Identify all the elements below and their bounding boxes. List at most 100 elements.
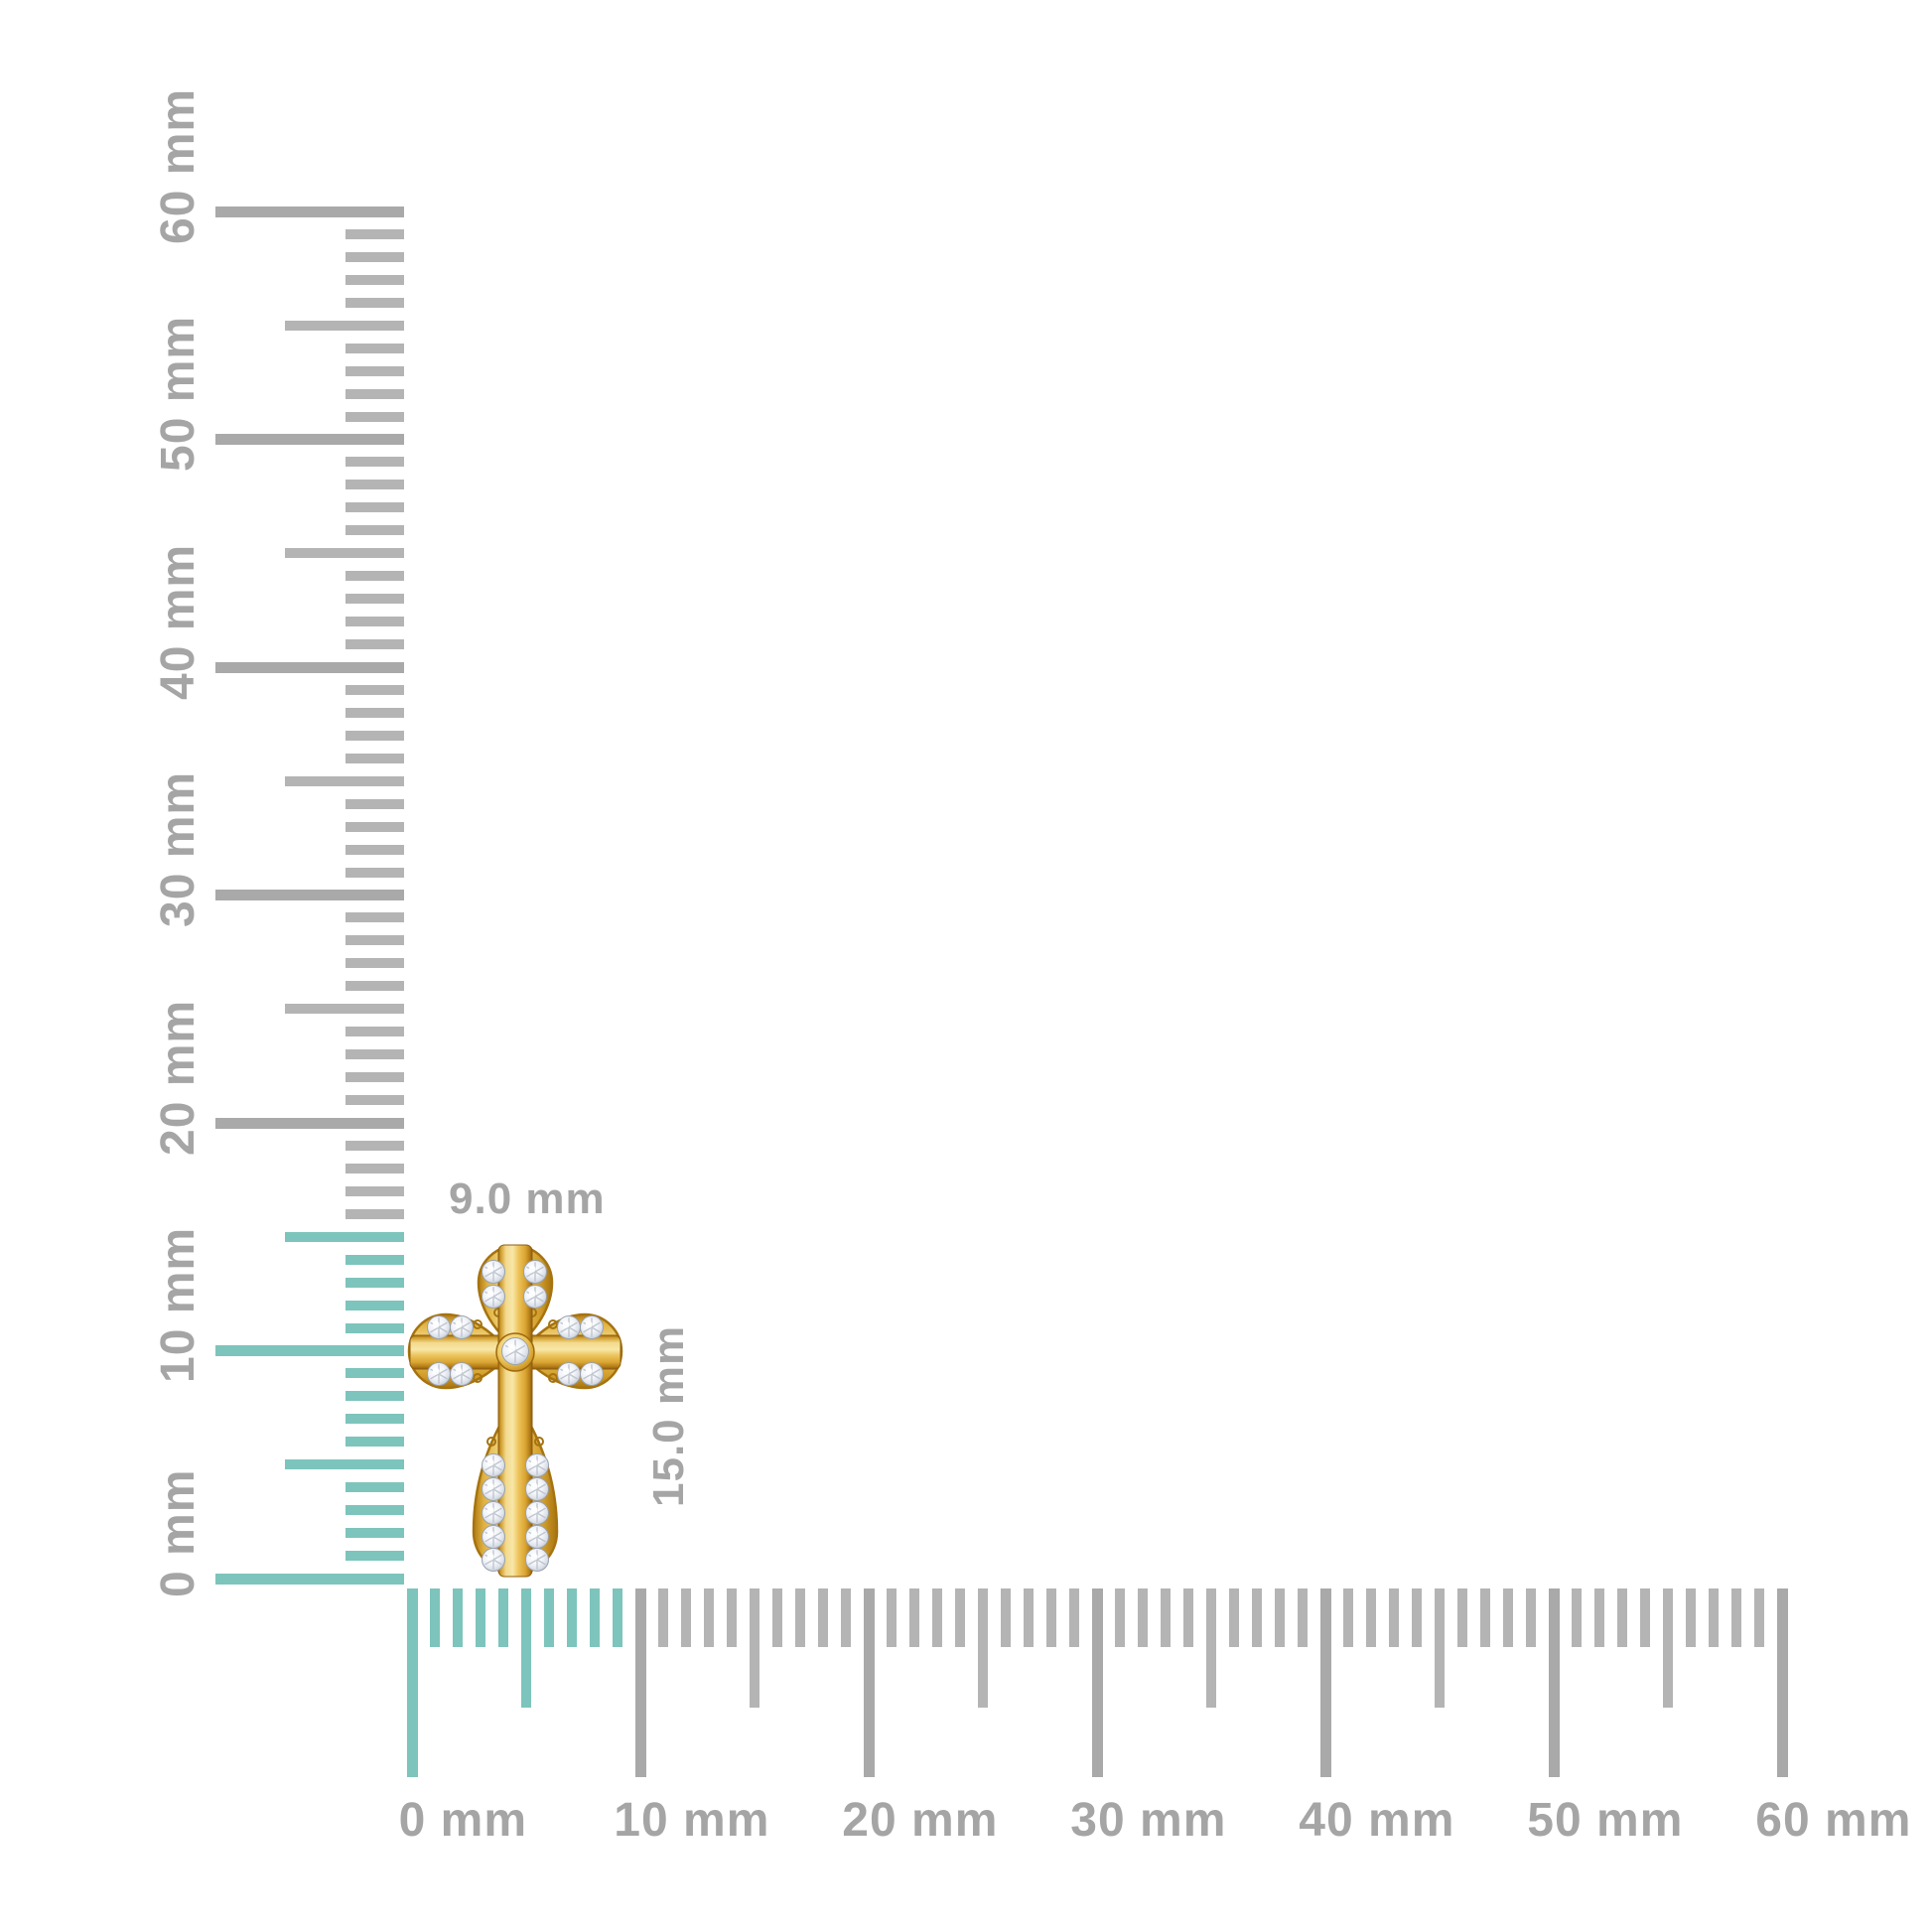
ruler-tick — [345, 639, 404, 650]
diamond — [580, 1362, 604, 1386]
ruler-tick — [1548, 1588, 1560, 1777]
diamond — [525, 1453, 549, 1477]
ruler-tick — [613, 1588, 622, 1647]
ruler-tick — [1229, 1588, 1239, 1647]
ruler-tick — [430, 1588, 440, 1647]
ruler-tick — [1526, 1588, 1536, 1647]
ruler-tick — [1663, 1588, 1673, 1708]
ruler-tick — [345, 958, 404, 969]
ruler-tick — [521, 1588, 531, 1708]
ruler-tick — [1709, 1588, 1719, 1647]
ruler-tick — [1457, 1588, 1467, 1647]
ruler-tick — [1046, 1588, 1056, 1647]
ruler-tick — [285, 775, 404, 786]
ruler-tick — [345, 1277, 404, 1288]
ruler-tick — [681, 1588, 691, 1647]
ruler-tick — [345, 525, 404, 536]
ruler-tick — [345, 912, 404, 923]
ruler-tick — [345, 480, 404, 490]
ruler-tick — [1115, 1588, 1125, 1647]
diamond — [557, 1315, 581, 1339]
ruler-tick — [795, 1588, 805, 1647]
ruler-tick — [1776, 1588, 1788, 1777]
ruler-tick — [1275, 1588, 1285, 1647]
ruler-tick — [932, 1588, 942, 1647]
ruler-tick — [345, 1072, 404, 1083]
diamond — [525, 1477, 549, 1501]
ruler-tick — [841, 1588, 851, 1647]
ruler-tick — [345, 1368, 404, 1379]
diamond — [482, 1501, 505, 1525]
diamond — [482, 1477, 505, 1501]
ruler-tick — [345, 1391, 404, 1402]
ruler-tick — [345, 1254, 404, 1265]
ruler-tick — [345, 1505, 404, 1516]
ruler-tick — [345, 1300, 404, 1311]
ruler-tick — [345, 411, 404, 422]
ruler-tick — [345, 844, 404, 855]
ruler-tick — [345, 274, 404, 285]
ruler-tick — [345, 1027, 404, 1037]
ruler-tick — [345, 1414, 404, 1425]
h-ruler-label-0mm: 0 mm — [398, 1794, 528, 1847]
ruler-tick — [345, 867, 404, 878]
ruler-tick — [345, 1163, 404, 1173]
ruler-tick — [1366, 1588, 1376, 1647]
ruler-tick — [215, 434, 404, 445]
ruler-tick — [215, 661, 404, 673]
ruler-tick — [345, 753, 404, 763]
ruler-tick — [1001, 1588, 1011, 1647]
diamond-layer — [427, 1260, 604, 1572]
ruler-tick — [345, 594, 404, 605]
ruler-tick — [567, 1588, 577, 1647]
ruler-tick — [215, 1573, 404, 1585]
ruler-tick — [345, 617, 404, 627]
diamond — [482, 1525, 505, 1549]
ruler-tick — [1161, 1588, 1171, 1647]
ruler-tick — [634, 1588, 646, 1777]
ruler-tick — [345, 251, 404, 262]
ruler-tick — [215, 890, 404, 900]
ruler-tick — [955, 1588, 965, 1647]
diamond — [482, 1285, 505, 1309]
pendant-width-label: 9.0 mm — [449, 1174, 606, 1223]
ruler-tick — [704, 1588, 714, 1647]
ruler-tick — [978, 1588, 988, 1708]
ruler-tick — [285, 320, 404, 331]
ruler-tick — [345, 457, 404, 468]
ruler-tick — [345, 228, 404, 239]
ruler-tick — [453, 1588, 463, 1647]
ruler-tick — [345, 981, 404, 992]
ruler-tick — [818, 1588, 828, 1647]
ruler-tick — [1731, 1588, 1741, 1647]
diamond — [501, 1337, 529, 1365]
ruler-tick — [345, 502, 404, 513]
ruler-tick — [1389, 1588, 1399, 1647]
ruler-tick — [1343, 1588, 1353, 1647]
ruler-tick — [1594, 1588, 1604, 1647]
ruler-tick — [285, 1459, 404, 1470]
ruler-tick — [1572, 1588, 1582, 1647]
diamond — [523, 1285, 547, 1309]
ruler-tick — [750, 1588, 759, 1708]
ruler-tick — [1435, 1588, 1445, 1708]
ruler-tick — [1319, 1588, 1331, 1777]
h-ruler-label-20mm: 20 mm — [842, 1794, 999, 1847]
ruler-tick — [345, 343, 404, 353]
ruler-tick — [476, 1588, 485, 1647]
ruler-tick — [345, 730, 404, 741]
diamond — [482, 1548, 505, 1572]
ruler-tick — [345, 821, 404, 832]
ruler-tick — [285, 1004, 404, 1015]
diamond — [525, 1548, 549, 1572]
ruler-tick — [1024, 1588, 1034, 1647]
diamond — [450, 1362, 474, 1386]
ruler-tick — [1503, 1588, 1513, 1647]
h-ruler-label-40mm: 40 mm — [1299, 1794, 1455, 1847]
ruler-tick — [1640, 1588, 1650, 1647]
ruler-tick — [345, 1049, 404, 1060]
diamond — [482, 1260, 505, 1284]
diamond — [523, 1260, 547, 1284]
